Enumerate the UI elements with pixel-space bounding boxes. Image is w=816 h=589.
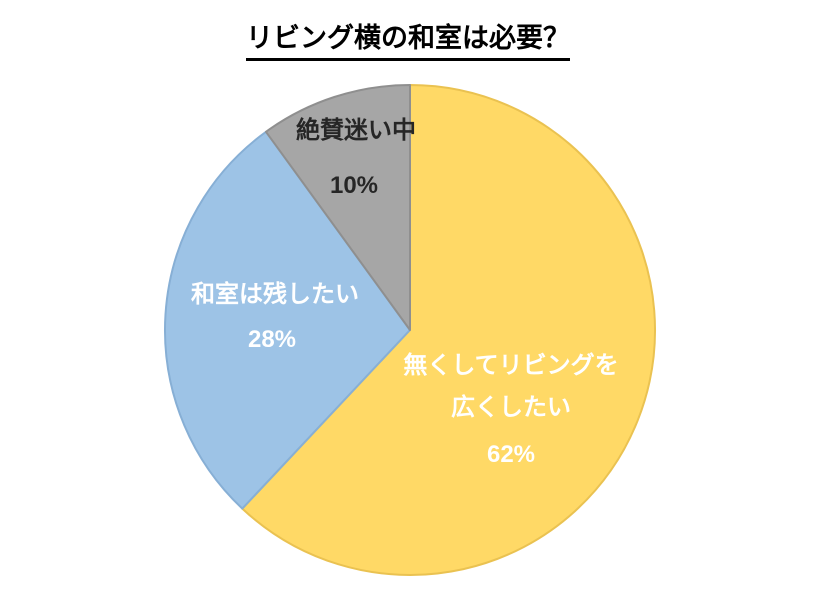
slice-pct-remove-room: 62%	[486, 441, 536, 468]
pie-slice	[164, 130, 411, 510]
slice-label-keep-room: 和室は残したい	[191, 281, 359, 308]
pie-slice	[264, 84, 411, 331]
slice-label-remove-room-line2: 広くしたい	[451, 394, 571, 421]
chart-title-text: リビング横の和室は必要？	[246, 16, 570, 61]
slice-pct-undecided: 10%	[329, 172, 379, 199]
slice-pct-keep-room: 28%	[247, 326, 297, 353]
chart-title: リビング横の和室は必要？	[0, 16, 816, 61]
pie-slice	[241, 84, 656, 576]
slice-label-remove-room-line1: 無くしてリビングを	[403, 352, 619, 379]
slice-label-undecided: 絶賛迷い中	[296, 117, 416, 144]
